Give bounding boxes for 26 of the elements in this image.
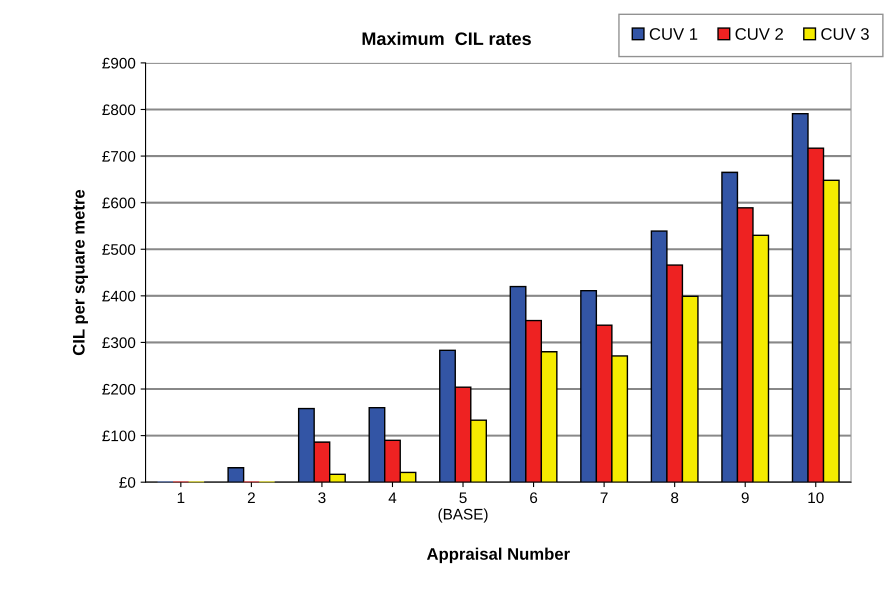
y-tick-label: £600 [102,198,136,208]
x-tick-label: 1 [178,492,184,503]
y-tick-label: £200 [102,384,136,395]
legend-label: CUV 2 [736,28,783,40]
x-axis-title: Appraisal Number [426,548,570,564]
legend-label: CUV 3 [821,28,869,40]
x-tick-label: 3 [318,492,326,504]
x-tick-label: 9 [742,492,749,504]
x-tick-label: 10 [808,492,824,504]
legend-label: CUV 1 [650,28,698,40]
y-tick-label: £400 [102,290,136,302]
y-tick-label: £800 [102,104,136,116]
x-tick-label: 6 [530,492,538,504]
y-tick-label: £700 [102,150,136,162]
x-tick-label: 4 [388,492,396,503]
x-tick-label: 5 (BASE) [438,492,488,523]
x-tick-label: 7 [600,492,608,503]
y-tick-label: £300 [102,337,136,348]
y-axis-title: CIL per square metre [72,190,88,356]
y-tick-label: £0 [119,477,136,488]
x-tick-label: 8 [671,492,678,504]
y-tick-label: £100 [102,430,136,442]
y-tick-label: £500 [102,244,136,255]
x-tick-label: 2 [248,492,255,503]
y-tick-label: £900 [102,58,136,69]
chart-title: Maximum CIL rates [362,32,531,46]
